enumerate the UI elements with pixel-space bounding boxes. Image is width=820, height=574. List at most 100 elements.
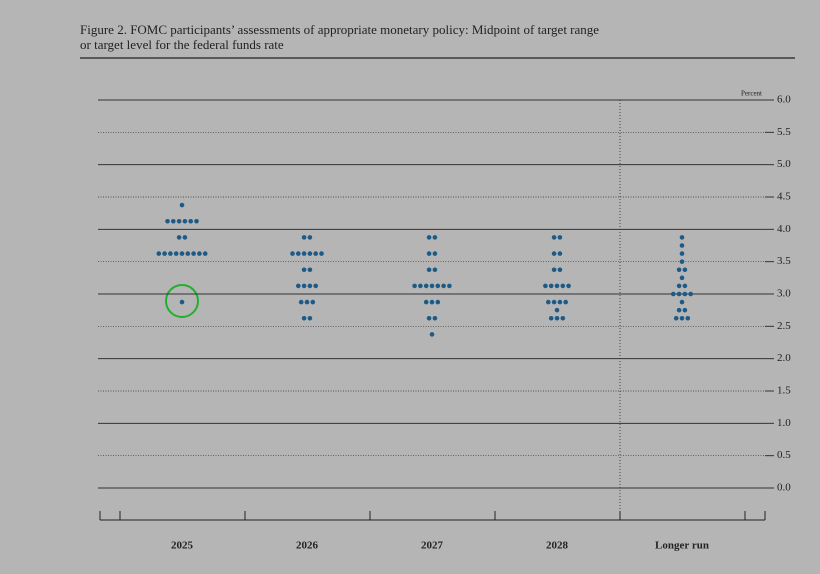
dot (307, 315, 313, 321)
dot (301, 315, 307, 321)
dot (412, 283, 417, 289)
dot (429, 299, 435, 305)
dot (298, 299, 304, 305)
y-tick-label: 2.0 (777, 352, 791, 364)
dot (432, 251, 438, 256)
dot (176, 218, 182, 224)
dot (307, 251, 313, 256)
dot (548, 315, 554, 321)
y-tick-label: 3.5 (777, 255, 791, 267)
dot (679, 235, 685, 240)
dot (554, 283, 560, 289)
dot (432, 267, 438, 273)
dot (179, 299, 185, 305)
dot (673, 315, 679, 321)
dot (426, 267, 432, 273)
dot (310, 299, 316, 305)
dot (173, 251, 179, 256)
dot (296, 251, 301, 256)
dot (179, 202, 185, 208)
dot (202, 251, 208, 256)
dot (162, 251, 167, 256)
dot (296, 283, 301, 289)
dot (168, 251, 173, 256)
dot (676, 283, 682, 289)
dot (551, 267, 557, 273)
y-axis-label: Percent (741, 90, 762, 98)
dot (671, 291, 676, 297)
dot (563, 299, 568, 305)
dot (426, 251, 432, 256)
dot (313, 251, 319, 256)
y-tick-label: 0.5 (777, 449, 791, 461)
dot (418, 283, 423, 289)
dot (176, 235, 182, 240)
dot (171, 218, 176, 224)
y-tick-label: 4.5 (777, 191, 791, 203)
dot (679, 243, 685, 248)
dot (426, 315, 432, 321)
dot (682, 267, 688, 273)
dot (423, 283, 429, 289)
y-tick-label: 1.5 (777, 385, 791, 397)
dot (191, 251, 196, 256)
dot (179, 251, 185, 256)
y-tick-label: 6.0 (777, 94, 791, 106)
dot (185, 251, 191, 256)
dot (554, 315, 560, 321)
dot (194, 218, 199, 224)
dot (682, 283, 688, 289)
dot (304, 299, 310, 305)
dot (313, 283, 319, 289)
x-tick-label: 2026 (296, 540, 319, 552)
dot (301, 251, 307, 256)
y-tick-label: 5.0 (777, 158, 791, 170)
dot (546, 299, 551, 305)
dot (557, 299, 563, 305)
dot (429, 332, 435, 337)
y-tick-label: 5.5 (777, 126, 791, 138)
dot (551, 235, 557, 240)
dot (557, 267, 563, 273)
dot (676, 267, 682, 273)
dot (435, 299, 441, 305)
dot (682, 307, 688, 313)
dot (307, 283, 313, 289)
dot (566, 283, 571, 289)
dot (679, 259, 685, 264)
y-tick-label: 4.0 (777, 223, 791, 235)
y-tick-label: 0.0 (777, 482, 791, 494)
x-tick-label: 2027 (421, 540, 444, 552)
chart-subtitle: or target level for the federal funds ra… (80, 37, 284, 52)
dot (688, 291, 693, 297)
dot (676, 291, 682, 297)
dot (551, 251, 557, 256)
y-tick-label: 2.5 (777, 320, 791, 332)
dot (156, 251, 162, 256)
dot (679, 315, 685, 321)
dot (429, 283, 435, 289)
dot (679, 275, 685, 281)
dot (307, 235, 313, 240)
dot (432, 315, 438, 321)
x-tick-label: 2025 (171, 540, 194, 552)
dot (182, 235, 188, 240)
dot (301, 267, 307, 273)
dot (560, 283, 566, 289)
highlight-circle (165, 284, 199, 318)
dot (307, 267, 313, 273)
x-tick-label: 2028 (546, 540, 569, 552)
dot (319, 251, 324, 256)
dot (301, 235, 307, 240)
dot (182, 218, 188, 224)
dot (423, 299, 429, 305)
dot (682, 291, 688, 297)
dot (426, 235, 432, 240)
dot (435, 283, 441, 289)
dot (290, 251, 295, 256)
dot (557, 235, 563, 240)
dot (165, 218, 170, 224)
dot (685, 315, 691, 321)
